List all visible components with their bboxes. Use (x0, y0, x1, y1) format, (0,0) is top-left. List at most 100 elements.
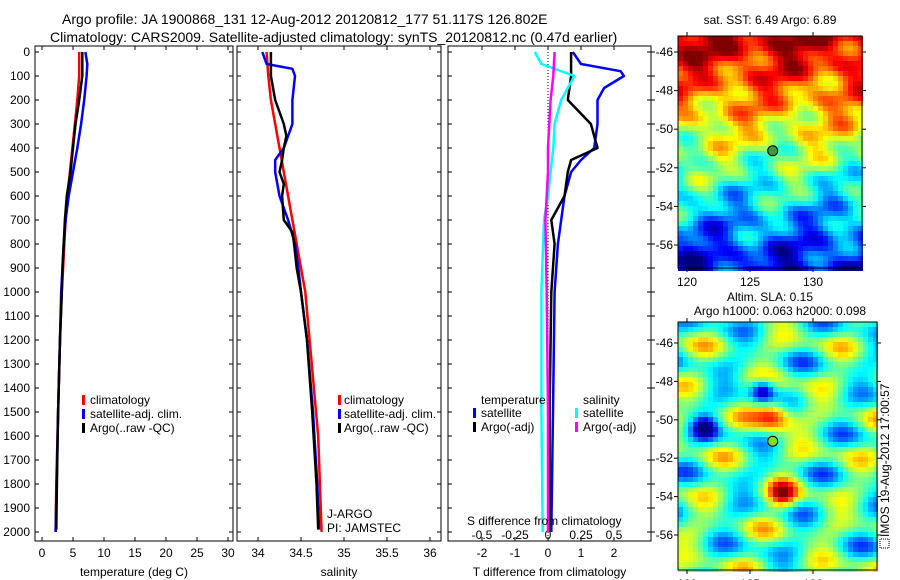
map-cell (713, 427, 718, 432)
map-cell (698, 226, 703, 231)
map-cell (833, 452, 838, 457)
map-cell (743, 136, 748, 141)
map-cell (848, 357, 853, 362)
map-cell (808, 151, 813, 156)
map-cell (773, 246, 778, 251)
map-cell (683, 557, 688, 562)
map-cell (788, 81, 793, 86)
map-cell (788, 256, 793, 261)
map-cell (683, 392, 688, 397)
map-cell (748, 126, 753, 131)
map-cell (688, 407, 693, 412)
map-cell (718, 362, 723, 367)
map-cell (763, 116, 768, 121)
map-cell (863, 487, 868, 492)
map-cell (753, 327, 758, 332)
map-cell (858, 417, 863, 422)
map-cell (833, 226, 838, 231)
map-cell (733, 427, 738, 432)
map-cell (698, 482, 703, 487)
map-cell (748, 452, 753, 457)
map-cell (693, 527, 698, 532)
map-cell (748, 166, 753, 171)
map-cell (788, 51, 793, 56)
map-cell (738, 437, 743, 442)
map-cell (808, 452, 813, 457)
map-cell (798, 387, 803, 392)
map-cell (713, 497, 718, 502)
map-cell (688, 171, 693, 176)
map-cell (693, 472, 698, 477)
map-cell (813, 517, 818, 522)
map-cell (823, 442, 828, 447)
map-cell (683, 322, 688, 327)
map-cell (843, 547, 848, 552)
map-cell (813, 81, 818, 86)
map-cell (873, 487, 878, 492)
map-cell (778, 487, 783, 492)
map-cell (678, 241, 683, 246)
map-cell (733, 91, 738, 96)
map-cell (718, 407, 723, 412)
map-cell (868, 447, 873, 452)
map-cell (768, 562, 773, 567)
map-cell (683, 457, 688, 462)
map-cell (858, 231, 863, 236)
map-cell (753, 517, 758, 522)
map-cell (698, 417, 703, 422)
map-cell (683, 51, 688, 56)
map-cell (713, 392, 718, 397)
map-cell (763, 507, 768, 512)
map-cell (773, 537, 778, 542)
map-cell (833, 46, 838, 51)
map-cell (818, 367, 823, 372)
map-cell (683, 377, 688, 382)
map-cell (733, 537, 738, 542)
map-cell (713, 482, 718, 487)
map-cell (873, 497, 878, 502)
map-cell (753, 36, 758, 41)
map-cell (818, 256, 823, 261)
map-cell (713, 121, 718, 126)
map-cell (698, 442, 703, 447)
map-cell (843, 322, 848, 327)
map-cell (838, 176, 843, 181)
map-cell (863, 552, 868, 557)
map-cell (693, 497, 698, 502)
map-cell (818, 382, 823, 387)
map-cell (808, 246, 813, 251)
map-cell (753, 131, 758, 136)
map-cell (848, 206, 853, 211)
map-cell (748, 517, 753, 522)
map-cell (713, 487, 718, 492)
map-cell (708, 61, 713, 66)
map-cell (718, 91, 723, 96)
map-cell (678, 392, 683, 397)
map-cell (718, 211, 723, 216)
x-tick-label: 0 (545, 546, 552, 560)
map-cell (733, 256, 738, 261)
map-cell (763, 226, 768, 231)
map-cell (763, 542, 768, 547)
map-cell (748, 387, 753, 392)
map-cell (743, 377, 748, 382)
map-cell (798, 402, 803, 407)
map-cell (713, 241, 718, 246)
x-tick-label: 34 (251, 546, 265, 560)
map-cell (803, 422, 808, 427)
map-cell (738, 512, 743, 517)
map-cell (858, 342, 863, 347)
map-cell (848, 226, 853, 231)
map-cell (728, 121, 733, 126)
map-cell (698, 502, 703, 507)
map-cell (763, 547, 768, 552)
map-cell (833, 352, 838, 357)
map-cell (748, 547, 753, 552)
map-cell (848, 251, 853, 256)
map-cell (848, 66, 853, 71)
map-cell (753, 136, 758, 141)
map-cell (868, 337, 873, 342)
map-cell (708, 166, 713, 171)
map-cell (798, 562, 803, 567)
map-cell (698, 231, 703, 236)
